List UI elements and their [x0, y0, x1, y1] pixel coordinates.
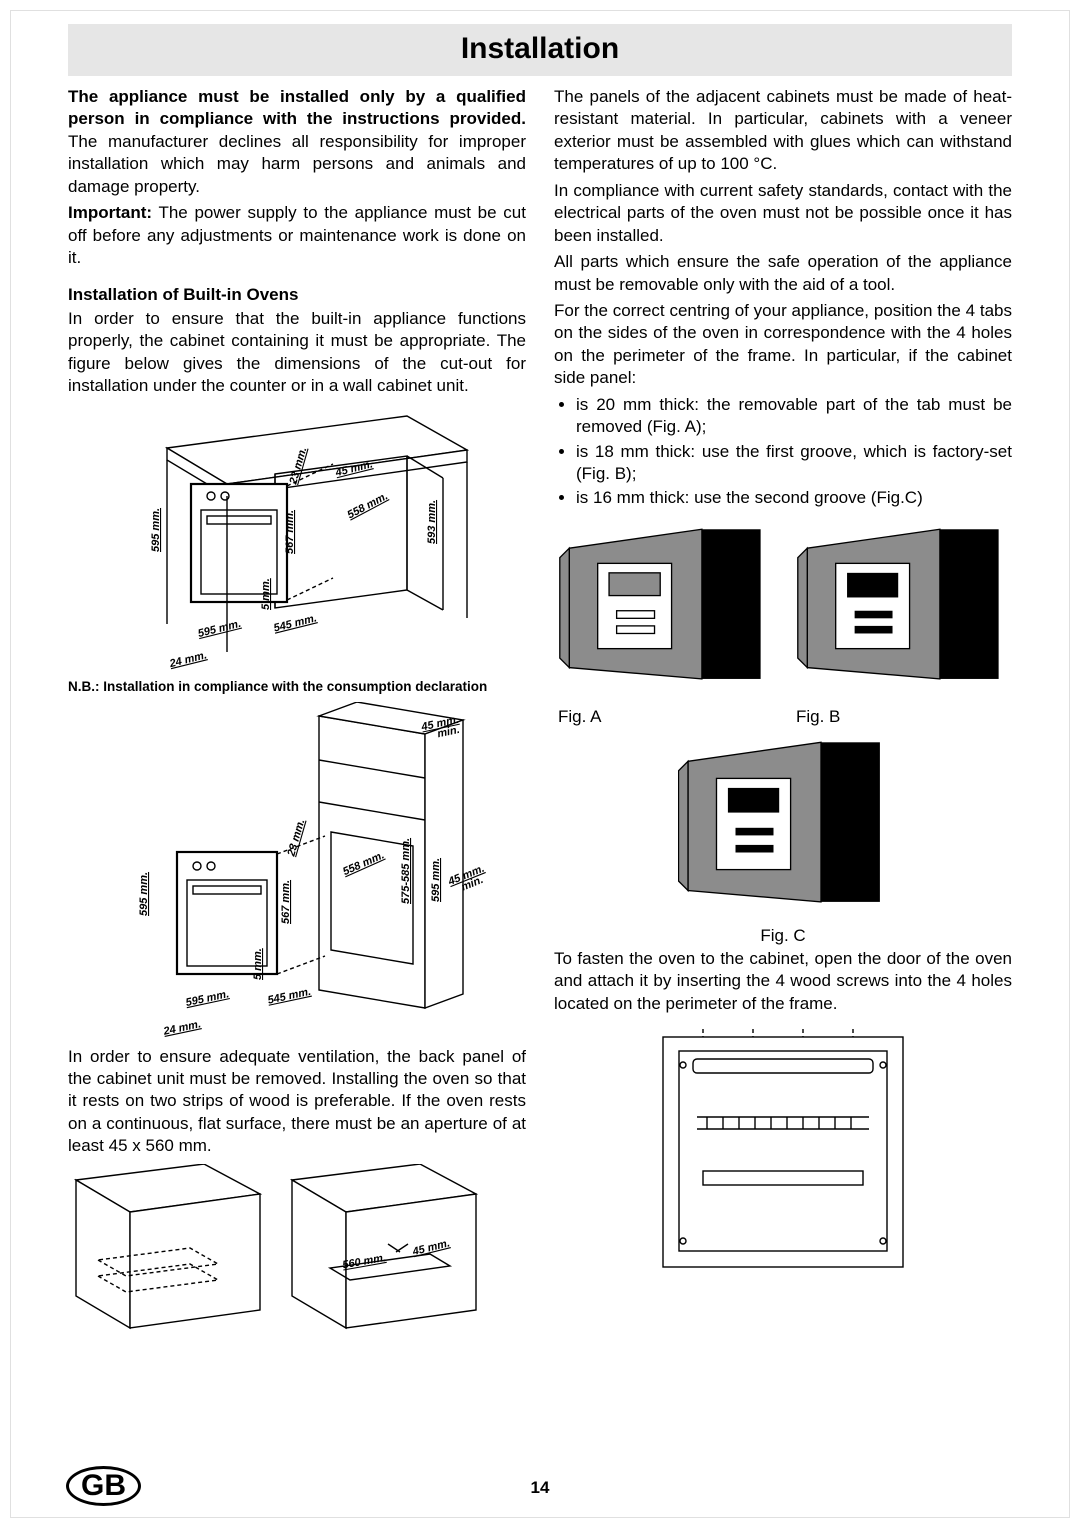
- builtin-text: In order to ensure that the built-in app…: [68, 308, 526, 398]
- svg-text:575-585 mm.: 575-585 mm.: [400, 837, 412, 903]
- svg-text:595 mm.: 595 mm.: [430, 857, 442, 901]
- left-column: The appliance must be installed only by …: [68, 86, 526, 1344]
- fig-b-block: Fig. B: [792, 516, 1012, 729]
- fig-b-label: Fig. B: [792, 706, 1012, 728]
- svg-text:595 mm.: 595 mm.: [185, 988, 231, 1009]
- right-column: The panels of the adjacent cabinets must…: [554, 86, 1012, 1344]
- svg-text:545 mm.: 545 mm.: [273, 612, 319, 634]
- svg-text:567 mm.: 567 mm.: [280, 879, 292, 923]
- fig-a-diagram: [559, 516, 769, 696]
- important-label: Important:: [68, 203, 152, 222]
- important-paragraph: Important: The power supply to the appli…: [68, 202, 526, 269]
- svg-text:545 mm.: 545 mm.: [267, 985, 313, 1006]
- svg-text:558 mm.: 558 mm.: [345, 490, 390, 521]
- page-title: Installation: [68, 24, 1012, 76]
- nb-caption: N.B.: Installation in compliance with th…: [68, 678, 526, 696]
- svg-text:5 mm.: 5 mm.: [260, 578, 272, 610]
- svg-text:595 mm.: 595 mm.: [197, 617, 243, 639]
- svg-text:24 mm.: 24 mm.: [167, 649, 208, 670]
- subhead-builtin-ovens: Installation of Built-in Ovens: [68, 284, 526, 306]
- svg-text:595 mm.: 595 mm.: [138, 871, 150, 915]
- page-number: 14: [0, 1478, 1080, 1498]
- bullet-20mm: is 20 mm thick: the removable part of th…: [576, 394, 1012, 439]
- bullet-16mm: is 16 mm thick: use the second groove (F…: [576, 487, 1012, 509]
- fig-c-block: Fig. C: [554, 729, 1012, 948]
- thickness-bullets: is 20 mm thick: the removable part of th…: [554, 394, 1012, 510]
- two-column-layout: The appliance must be installed only by …: [68, 86, 1012, 1344]
- svg-text:593 mm.: 593 mm.: [426, 500, 438, 544]
- right-para-2: In compliance with current safety standa…: [554, 180, 1012, 247]
- svg-text:5 mm.: 5 mm.: [252, 948, 264, 980]
- fig-a-b-row: Fig. A Fig. B: [554, 516, 1012, 729]
- svg-text:23 mm.: 23 mm.: [285, 817, 307, 858]
- bullet-18mm: is 18 mm thick: use the first groove, wh…: [576, 441, 1012, 486]
- ventilation-text: In order to ensure adequate ventilation,…: [68, 1046, 526, 1158]
- fig-a-block: Fig. A: [554, 516, 774, 729]
- intro-rest: The manufacturer declines all responsibi…: [68, 132, 526, 196]
- fig-a-label: Fig. A: [554, 706, 774, 728]
- right-para-3: All parts which ensure the safe operatio…: [554, 251, 1012, 296]
- fig-b-diagram: [797, 516, 1007, 696]
- right-para-4: For the correct centring of your applian…: [554, 300, 1012, 390]
- fig-c-label: Fig. C: [554, 925, 1012, 947]
- svg-text:24 mm.: 24 mm.: [162, 1018, 203, 1038]
- wall-cabinet-diagram: 595 mm. 595 mm. 545 mm. 567 mm. 558 mm. …: [97, 702, 497, 1042]
- aperture-diagram: 560 mm. 45 mm.: [284, 1164, 484, 1344]
- svg-text:595 mm.: 595 mm.: [150, 508, 162, 552]
- fasten-text: To fasten the oven to the cabinet, open …: [554, 948, 1012, 1015]
- fig-c-diagram: [678, 729, 888, 919]
- oven-front-diagram: [633, 1021, 933, 1281]
- svg-text:567 mm.: 567 mm.: [284, 510, 296, 554]
- intro-paragraph: The appliance must be installed only by …: [68, 86, 526, 198]
- intro-bold: The appliance must be installed only by …: [68, 87, 526, 128]
- aperture-diagram-row: 560 mm. 45 mm.: [68, 1164, 526, 1344]
- right-para-1: The panels of the adjacent cabinets must…: [554, 86, 1012, 176]
- wood-strips-diagram: [68, 1164, 268, 1344]
- counter-cutout-diagram: 595 mm. 595 mm. 545 mm. 567 mm. 558 mm. …: [107, 404, 487, 674]
